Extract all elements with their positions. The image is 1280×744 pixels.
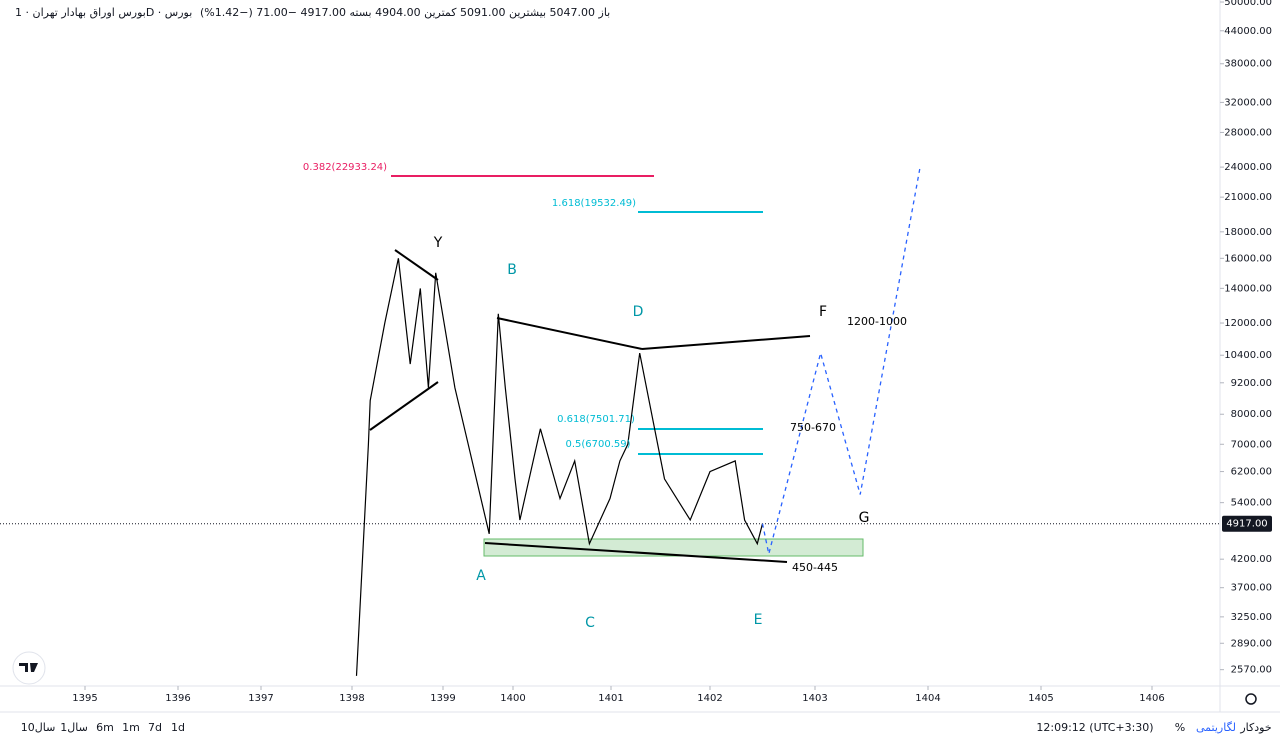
x-tick-label: 1400 (500, 693, 525, 704)
support-zone (483, 538, 864, 557)
annotation: 450-445 (792, 561, 838, 574)
header-symbol: بورس اوراق بهادار تهران · 1D · بورس (15, 6, 192, 19)
annotation: B (507, 262, 517, 278)
x-tick-label: 1405 (1028, 693, 1053, 704)
x-tick-label: 1404 (915, 693, 940, 704)
y-tick-label: 38000.00 (1224, 59, 1272, 70)
header-ohlc: باز 5047.00 بیشترین 5091.00 کمترین 4904.… (200, 6, 610, 19)
annotation: F (819, 304, 827, 320)
x-tick-label: 1402 (697, 693, 722, 704)
x-tick-label: 1397 (248, 693, 273, 704)
y-tick-label: 5400.00 (1231, 498, 1272, 509)
trend-line (369, 381, 439, 431)
y-tick-label: 50000.00 (1224, 0, 1272, 8)
y-tick-label: 18000.00 (1224, 227, 1272, 238)
clock: 12:09:12 (UTC+3:30) (1036, 721, 1153, 734)
annotation: D (633, 304, 644, 320)
y-tick-label: 4200.00 (1231, 554, 1272, 565)
range-button[interactable]: 1سال (60, 721, 88, 734)
price-line (761, 166, 921, 555)
y-tick-label: 9200.00 (1231, 378, 1272, 389)
auto-button[interactable]: خودکار (1239, 721, 1271, 734)
x-tick-label: 1406 (1139, 693, 1164, 704)
annotation: 0.5(6700.59) (565, 439, 630, 450)
y-tick-label: 8000.00 (1231, 409, 1272, 420)
annotation: Y (433, 235, 443, 251)
y-tick-label: 32000.00 (1224, 97, 1272, 108)
trend-lines (369, 249, 811, 563)
trend-line (484, 542, 788, 563)
annotation: C (585, 615, 595, 631)
range-button[interactable]: 6m (96, 721, 114, 734)
y-tick-label: 44000.00 (1224, 26, 1272, 37)
annotation: 750-670 (790, 421, 836, 434)
annotation: 0.382(22933.24) (303, 162, 387, 173)
y-tick-label: 2570.00 (1231, 665, 1272, 676)
trend-line (641, 335, 811, 350)
price-line (355, 258, 764, 676)
y-tick-label: 6200.00 (1231, 467, 1272, 478)
trend-line (394, 249, 439, 281)
y-tick-label: 3250.00 (1231, 612, 1272, 623)
x-tick-label: 1403 (802, 693, 827, 704)
y-tick-label: 7000.00 (1231, 439, 1272, 450)
annotation: G (859, 510, 870, 526)
y-tick-label: 10400.00 (1224, 350, 1272, 361)
percent-button[interactable]: % (1175, 721, 1185, 734)
range-button[interactable]: 1m (122, 721, 140, 734)
annotation: 1200-1000 (847, 315, 907, 328)
annotation: 1.618(19532.49) (552, 198, 636, 209)
x-tick-label: 1399 (430, 693, 455, 704)
x-tick-label: 1401 (598, 693, 623, 704)
annotation: 0.618(7501.71) (557, 414, 635, 425)
y-tick-label: 21000.00 (1224, 192, 1272, 203)
tv-logo (12, 651, 46, 685)
y-tick-label: 3700.00 (1231, 583, 1272, 594)
last-price-label: 4917.00 (1226, 519, 1267, 530)
x-tick-label: 1396 (165, 693, 190, 704)
y-tick-label: 14000.00 (1224, 283, 1272, 294)
y-tick-label: 24000.00 (1224, 162, 1272, 173)
y-tick-label: 16000.00 (1224, 253, 1272, 264)
range-button[interactable]: 7d (148, 721, 162, 734)
trend-line (496, 317, 643, 350)
settings-icon[interactable] (1245, 693, 1257, 705)
annotation: E (754, 612, 763, 628)
y-tick-label: 2890.00 (1231, 638, 1272, 649)
log-button[interactable]: لگاریتمی (1196, 721, 1236, 734)
x-tick-label: 1398 (339, 693, 364, 704)
range-button[interactable]: 10سال (21, 721, 56, 734)
last-price-tag (1222, 515, 1272, 532)
range-button[interactable]: 1d (171, 721, 185, 734)
y-tick-label: 12000.00 (1224, 318, 1272, 329)
annotation: A (476, 568, 486, 584)
x-tick-label: 1395 (72, 693, 97, 704)
y-tick-label: 28000.00 (1224, 127, 1272, 138)
